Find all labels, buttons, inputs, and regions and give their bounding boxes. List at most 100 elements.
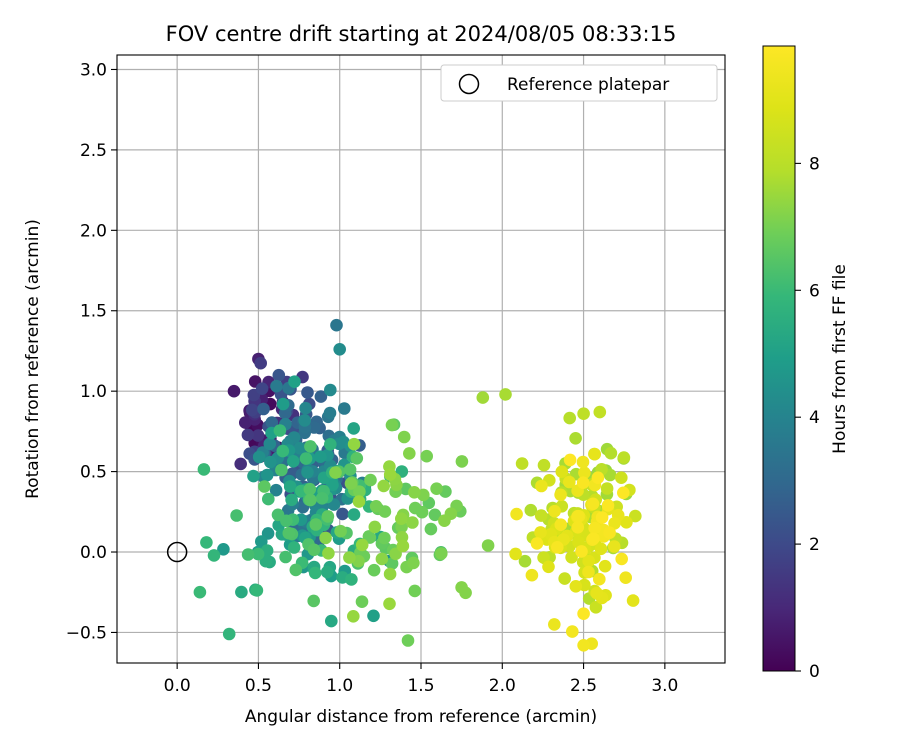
data-point	[308, 566, 322, 580]
data-point	[345, 573, 358, 586]
data-point	[571, 509, 585, 523]
data-point	[241, 428, 255, 442]
data-point	[575, 545, 588, 558]
data-point	[626, 594, 640, 607]
colorbar-tick-label: 2	[809, 535, 820, 555]
data-point	[548, 618, 561, 631]
data-point	[307, 594, 321, 608]
data-point	[509, 547, 522, 561]
y-tick-label: −0.5	[66, 623, 107, 643]
colorbar-tick-label: 6	[809, 281, 820, 301]
data-point	[595, 511, 609, 524]
data-point	[617, 451, 631, 464]
data-point	[207, 549, 221, 562]
data-point	[601, 499, 615, 512]
data-point	[607, 540, 621, 553]
plot-area: 0.0 0.5 1.0 1.5 2.0 2.5 3.0 −0.5 0.0 0.5 1.0 1.5 2.…	[66, 54, 726, 696]
data-point	[424, 522, 438, 536]
data-point	[355, 538, 369, 552]
data-point	[347, 610, 360, 623]
data-point	[304, 440, 317, 453]
data-point	[598, 559, 612, 573]
data-point	[555, 465, 569, 479]
data-point	[276, 444, 290, 458]
data-point	[385, 557, 399, 570]
data-point	[275, 463, 288, 477]
data-point	[271, 508, 285, 522]
data-point	[347, 508, 361, 521]
data-point	[263, 437, 277, 451]
data-point	[408, 584, 422, 598]
data-point	[510, 507, 523, 521]
data-point	[350, 452, 364, 465]
data-point	[368, 520, 382, 534]
data-point	[578, 466, 591, 480]
data-point	[200, 536, 213, 549]
data-point	[408, 486, 421, 499]
data-point	[314, 390, 328, 403]
data-point	[269, 483, 283, 497]
data-point	[364, 473, 377, 487]
data-point	[321, 510, 335, 523]
data-point	[369, 500, 383, 513]
data-point	[617, 486, 630, 500]
data-point	[535, 479, 548, 493]
data-point	[334, 524, 347, 538]
data-point	[325, 614, 338, 628]
data-point	[234, 457, 247, 471]
data-point	[577, 639, 590, 652]
data-point	[576, 455, 590, 469]
data-point	[619, 571, 632, 584]
data-point	[563, 475, 576, 489]
data-point	[314, 450, 327, 464]
data-point	[524, 503, 538, 517]
colorbar-ticks: 0 2 4 6 8	[795, 154, 820, 682]
data-point	[255, 382, 269, 396]
data-point	[571, 521, 585, 534]
data-point	[285, 493, 298, 507]
data-point	[408, 501, 422, 515]
data-point	[406, 516, 419, 529]
data-point	[347, 437, 361, 451]
data-point	[603, 526, 616, 539]
data-point	[383, 468, 397, 481]
y-tick-label: 1.0	[80, 382, 107, 402]
data-point	[551, 541, 564, 554]
data-point	[257, 402, 270, 416]
data-point	[401, 634, 415, 647]
x-tick-label: 3.0	[651, 676, 678, 696]
data-point	[283, 480, 297, 493]
colorbar-tick-label: 4	[809, 408, 820, 428]
data-point	[367, 563, 381, 577]
data-point	[293, 441, 307, 455]
y-axis-ticks: −0.5 0.0 0.5 1.0 1.5 2.0 2.5 3.0	[66, 60, 117, 643]
data-point	[250, 584, 264, 597]
data-point	[299, 401, 312, 415]
data-point	[534, 509, 548, 522]
data-point	[455, 581, 468, 594]
data-point	[518, 554, 532, 568]
data-point	[600, 482, 614, 495]
data-point	[344, 477, 358, 490]
data-point	[588, 447, 601, 461]
data-point	[499, 388, 512, 401]
data-point	[287, 455, 300, 468]
data-point	[378, 531, 391, 545]
data-point	[241, 548, 255, 561]
x-tick-label: 0.0	[164, 676, 191, 696]
data-point	[554, 518, 568, 531]
data-point	[251, 547, 265, 561]
x-tick-label: 0.5	[245, 676, 272, 696]
data-point	[273, 424, 287, 437]
data-point	[260, 468, 274, 482]
data-point	[343, 463, 357, 476]
data-point	[590, 586, 603, 600]
data-point	[319, 531, 332, 545]
data-point	[247, 469, 260, 483]
data-point	[330, 318, 343, 332]
data-point	[565, 551, 578, 564]
data-point	[438, 514, 451, 527]
y-tick-label: 1.5	[80, 302, 107, 322]
reference-platepar-marker	[166, 541, 188, 563]
x-tick-label: 2.0	[489, 676, 516, 696]
